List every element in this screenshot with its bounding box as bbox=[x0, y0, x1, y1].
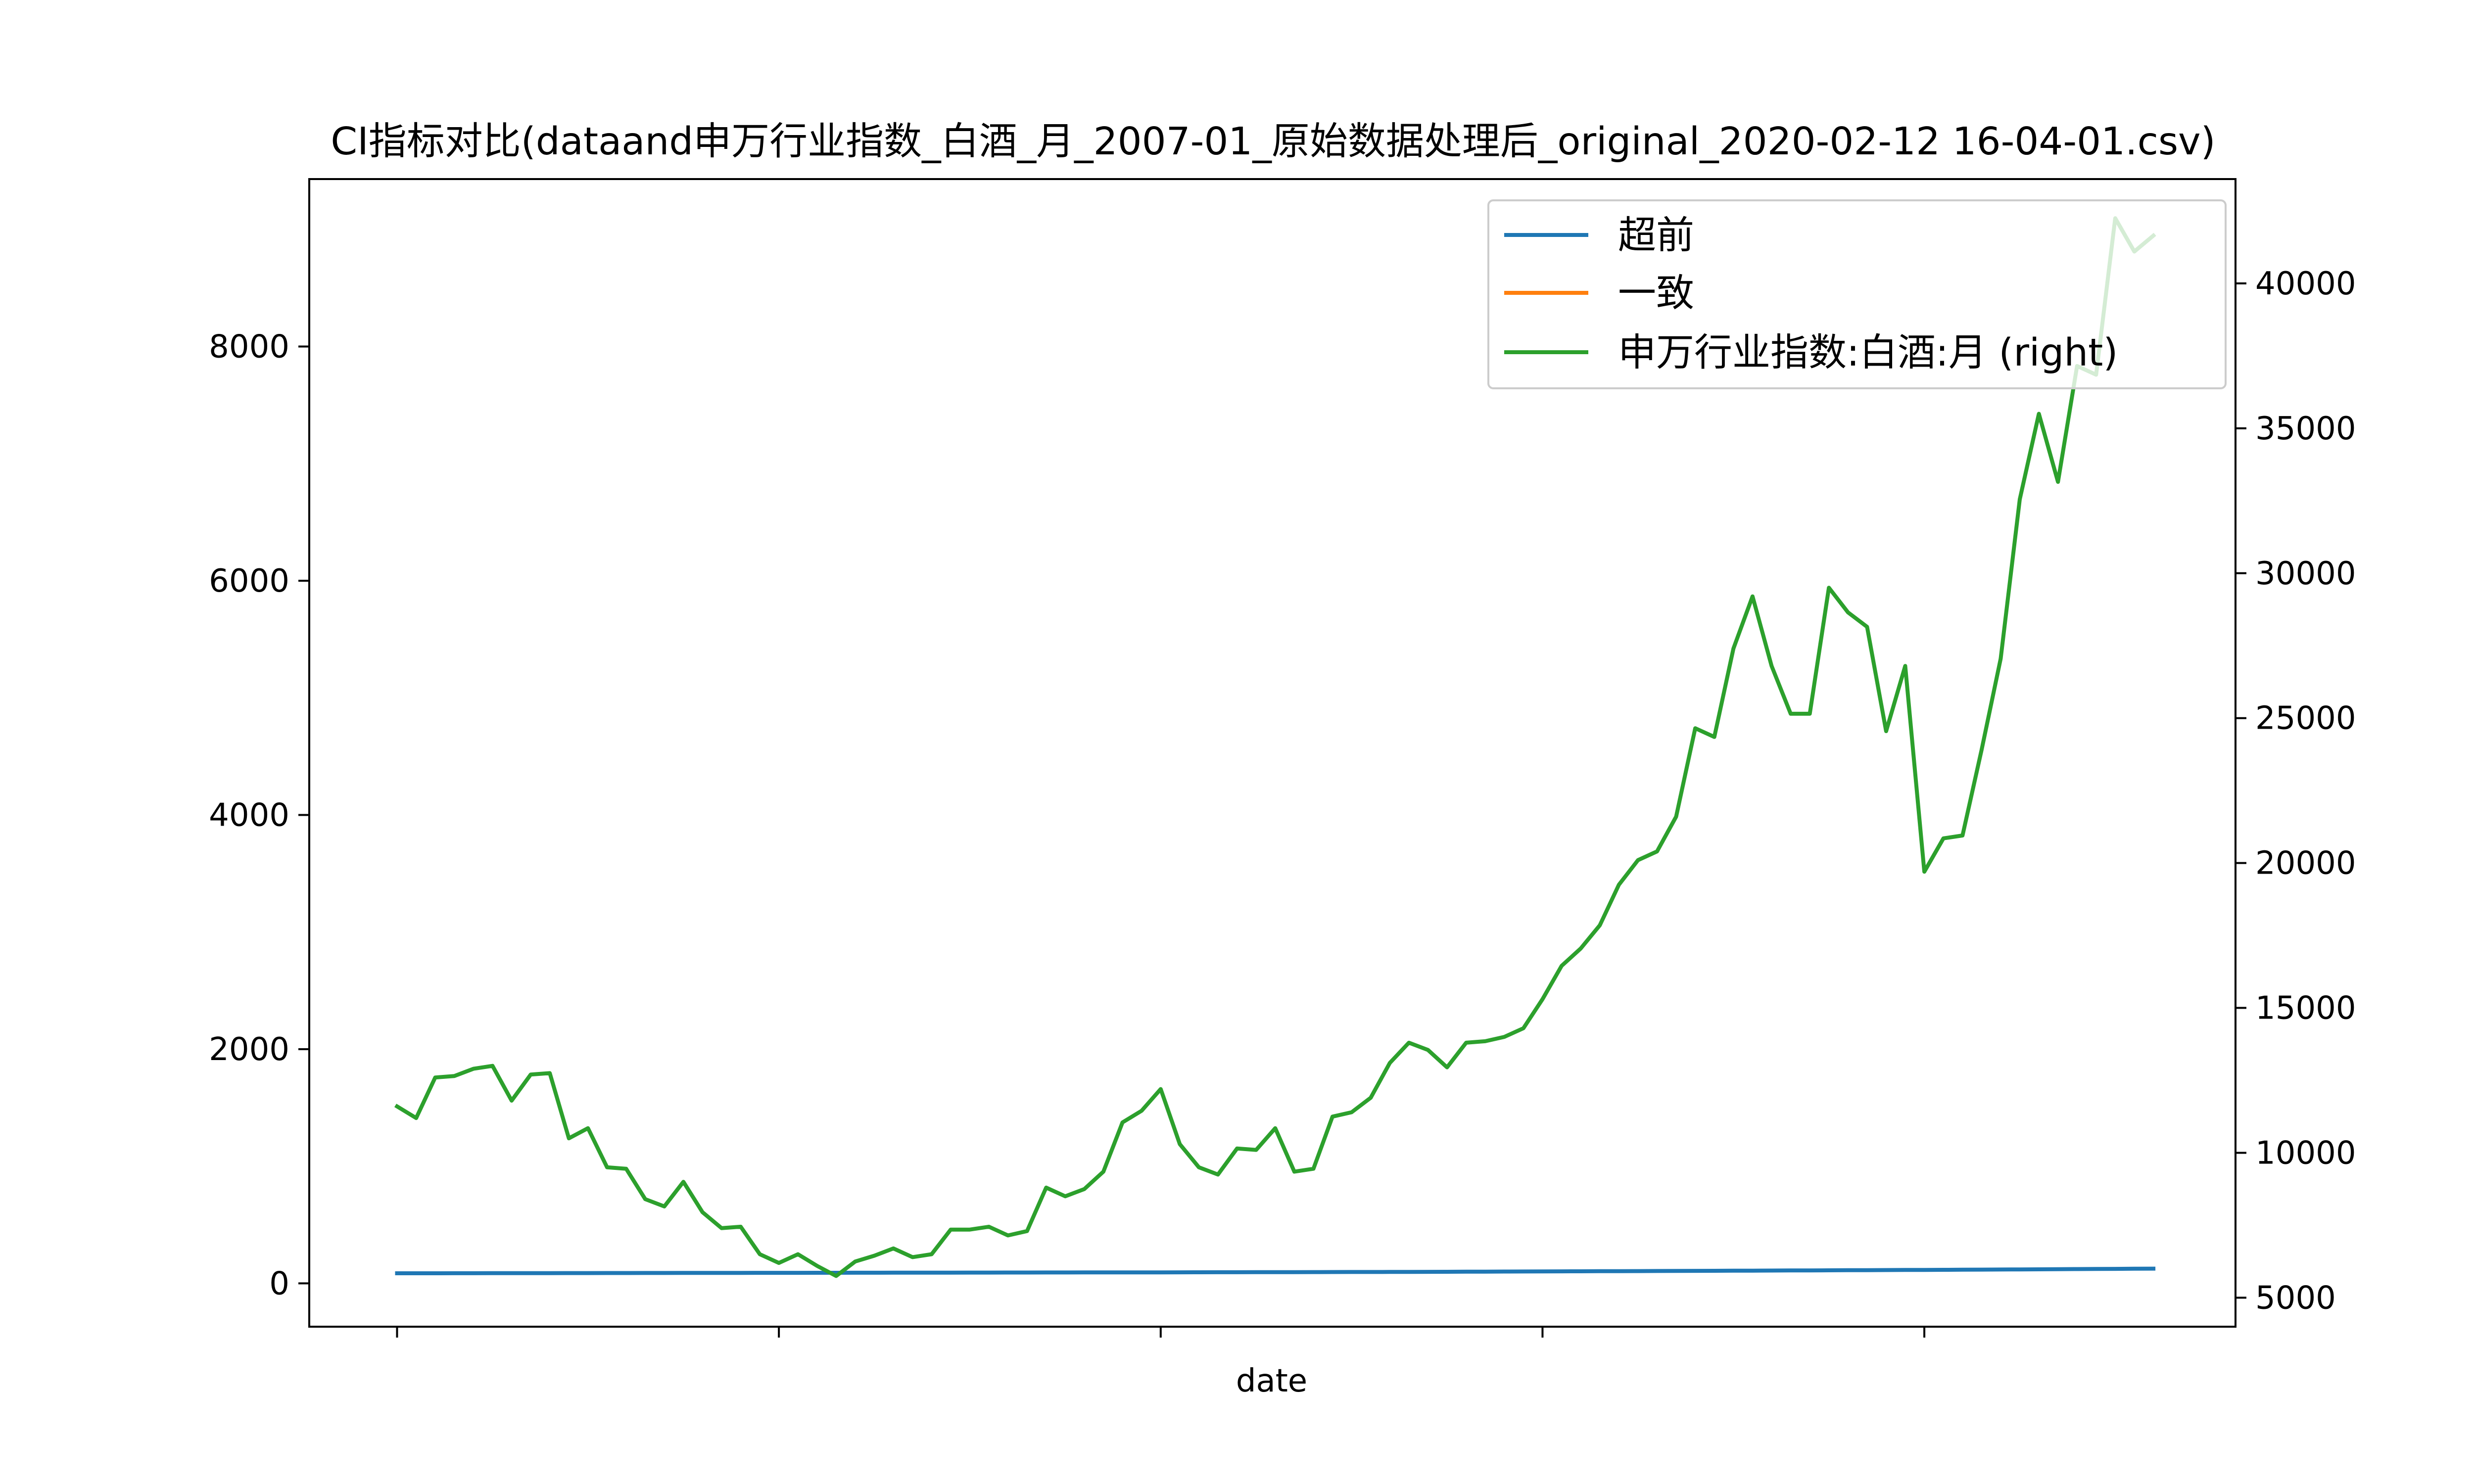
legend-label-index: 申万行业指数:白酒:月 (right) bbox=[1618, 331, 2118, 375]
legend-label-leading: 超前 bbox=[1618, 214, 1694, 258]
y-tick-label-1: 2000 bbox=[209, 1031, 289, 1068]
y-tick-label-0: 0 bbox=[269, 1265, 289, 1302]
y2-tick-label-7: 40000 bbox=[2255, 266, 2356, 302]
series-line-2 bbox=[394, 216, 2156, 1278]
legend-frame bbox=[1487, 199, 2227, 389]
y2-tick-label-5: 30000 bbox=[2255, 556, 2356, 592]
y2-tick-label-2: 15000 bbox=[2255, 990, 2356, 1027]
x-axis-label: date bbox=[1236, 1363, 1307, 1399]
axes-frame bbox=[308, 178, 2236, 1328]
y2-tick-label-4: 25000 bbox=[2255, 700, 2356, 737]
y-tick-label-3: 6000 bbox=[209, 563, 289, 600]
y2-tick-label-3: 20000 bbox=[2255, 845, 2356, 882]
y2-tick-label-6: 35000 bbox=[2255, 411, 2356, 447]
plot-area: 0 2000 4000 6000 8000 5000 10000 15000 20000 2500… bbox=[209, 178, 2356, 1338]
y-tick-label-4: 8000 bbox=[209, 329, 289, 366]
y2-tick-label-1: 10000 bbox=[2255, 1135, 2356, 1171]
y2-tick-label-0: 5000 bbox=[2255, 1280, 2336, 1316]
y-tick-label-2: 4000 bbox=[209, 797, 289, 834]
series-line-0 bbox=[395, 1266, 2156, 1275]
legend: 超前 一致 申万行业指数:白酒:月 (right) bbox=[1487, 199, 2227, 389]
chart-title: CI指标对比(dataand申万行业指数_白酒_月_2007-01_原始数据处理… bbox=[331, 120, 2215, 164]
legend-label-coincident: 一致 bbox=[1618, 272, 1694, 316]
